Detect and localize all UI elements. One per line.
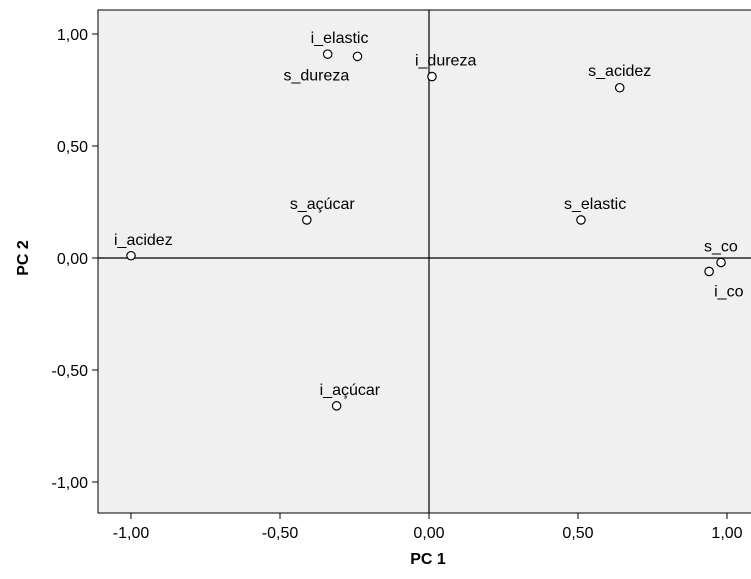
x-axis-title: PC 1	[410, 551, 446, 568]
data-point-marker	[427, 71, 437, 82]
x-tick-label: 1,00	[711, 525, 742, 542]
data-point-marker	[716, 257, 726, 268]
data-point-label: s_elastic	[564, 196, 626, 213]
data-point-label: i_açúcar	[320, 382, 381, 399]
data-point-label: i_acidez	[114, 232, 173, 249]
x-tick-label: -0,50	[262, 525, 299, 542]
data-point-marker	[614, 82, 625, 93]
data-point-label: s_açúcar	[290, 196, 356, 213]
y-tick-label: 0,00	[57, 251, 88, 268]
data-point-marker	[322, 49, 333, 59]
data-point-label: i_elastic	[311, 30, 369, 47]
data-point-label: s_acidez	[588, 63, 651, 80]
y-axis-title: PC 2	[15, 240, 32, 276]
data-point-label: s_dureza	[283, 67, 349, 84]
x-tick-label: 0,00	[413, 525, 444, 542]
y-axis: 1,00 0,50 0,00 -0,50 -1,00	[52, 27, 98, 492]
data-point-label: i_co	[714, 283, 743, 300]
y-tick-label: 0,50	[57, 139, 88, 156]
plot-area	[97, 9, 751, 514]
data-point-marker	[352, 51, 363, 62]
y-tick-label: 1,00	[57, 27, 88, 44]
x-tick-label: -1,00	[113, 525, 150, 542]
data-point-marker	[704, 266, 714, 277]
data-point-label: s_co	[704, 238, 738, 255]
reference-lines	[98, 10, 751, 513]
y-tick-label: -1,00	[52, 475, 89, 492]
data-point-marker	[126, 250, 136, 261]
x-tick-label: 0,50	[562, 525, 593, 542]
x-axis: -1,00 -0,50 0,00 0,50 1,00	[113, 513, 743, 542]
data-point-label: i_dureza	[415, 53, 476, 70]
data-point-marker	[331, 401, 342, 411]
data-point-marker	[576, 215, 586, 225]
y-tick-label: -0,50	[52, 363, 89, 380]
data-point-marker	[302, 215, 312, 225]
data-points: i_elastic s_dureza i_dureza s_acidez s_açúca…	[114, 30, 744, 411]
